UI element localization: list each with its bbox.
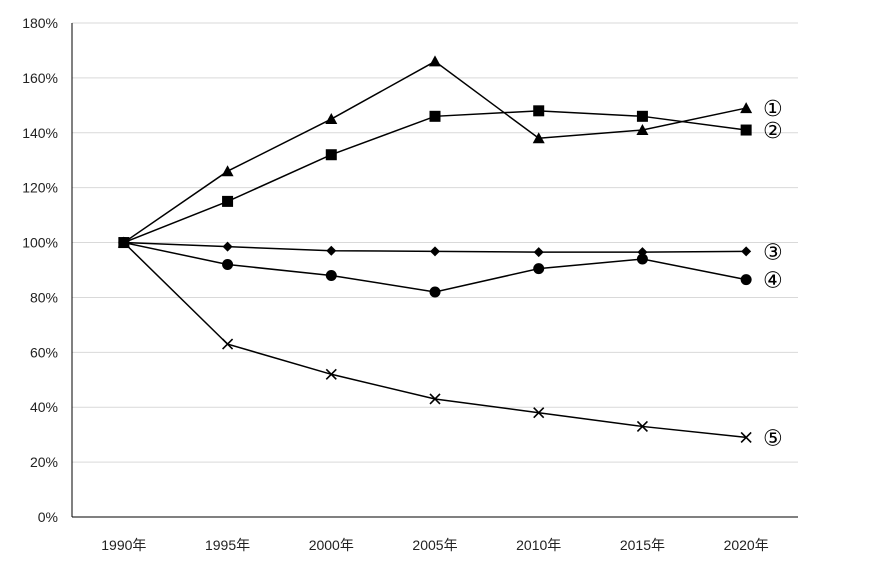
data-point-triangle	[740, 102, 753, 114]
data-point-circle	[429, 286, 441, 298]
data-point-square	[533, 105, 545, 117]
series-label: ⑤	[763, 426, 783, 451]
data-point-square	[429, 110, 441, 122]
data-point-diamond	[222, 241, 233, 252]
y-tick-label: 140%	[22, 125, 58, 141]
x-tick-label: 2000年	[309, 537, 354, 553]
data-point-triangle	[636, 124, 649, 136]
data-point-x	[118, 236, 130, 249]
y-tick-label: 160%	[22, 70, 58, 86]
data-point-triangle	[429, 55, 441, 67]
data-point-x	[533, 407, 545, 419]
data-point-square	[740, 124, 752, 136]
data-point-triangle	[221, 165, 234, 177]
data-point-square	[325, 149, 337, 161]
x-tick-label: 1990年	[101, 537, 146, 553]
x-tick-label: 1995年	[205, 537, 250, 553]
y-tick-label: 20%	[30, 454, 58, 470]
data-point-diamond	[430, 246, 440, 257]
data-point-circle	[740, 274, 752, 286]
data-point-circle	[325, 269, 337, 281]
data-point-diamond	[326, 245, 337, 256]
y-tick-label: 80%	[30, 289, 58, 305]
data-point-diamond	[533, 247, 544, 258]
data-point-diamond	[741, 246, 752, 257]
data-point-circle	[222, 259, 234, 271]
y-tick-label: 0%	[38, 509, 58, 525]
y-tick-label: 60%	[30, 344, 58, 360]
x-tick-label: 2005年	[412, 537, 457, 553]
y-tick-label: 180%	[22, 15, 58, 31]
data-point-square	[636, 110, 648, 122]
y-tick-label: 40%	[30, 399, 58, 415]
series-line	[123, 242, 747, 439]
data-point-circle	[533, 263, 545, 275]
data-point-triangle	[325, 113, 338, 125]
data-point-x	[740, 431, 752, 443]
x-tick-label: 2010年	[516, 537, 561, 553]
x-tick-label: 2020年	[724, 537, 769, 553]
series-label: ②	[763, 119, 783, 144]
data-point-circle	[636, 253, 648, 265]
data-point-triangle	[532, 132, 545, 144]
series-label: ④	[763, 269, 783, 294]
y-tick-label: 120%	[22, 180, 58, 196]
series-line	[123, 110, 747, 244]
data-point-x	[429, 393, 441, 405]
series-label: ③	[763, 240, 783, 265]
series-label: ①	[763, 97, 783, 122]
y-tick-label: 100%	[22, 235, 58, 251]
x-tick-label: 2015年	[620, 537, 665, 553]
data-point-x	[636, 420, 648, 432]
data-point-x	[325, 368, 337, 380]
data-point-square	[222, 195, 234, 207]
data-point-x	[222, 338, 234, 350]
series-line	[123, 60, 747, 244]
